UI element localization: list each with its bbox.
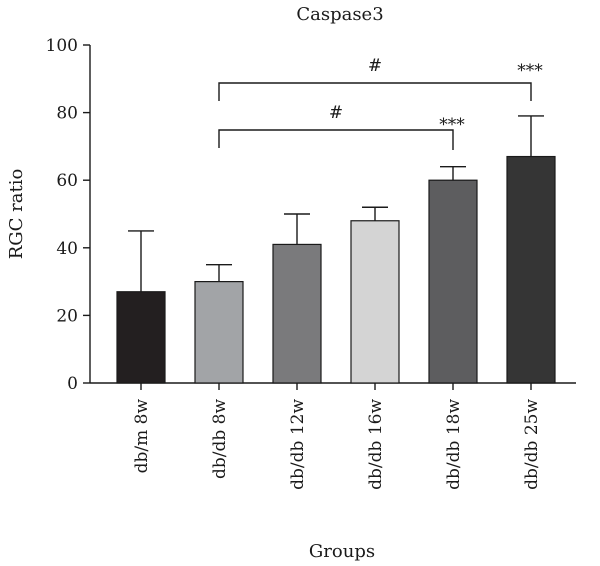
- x-tick-label: db/db 25w: [522, 399, 542, 490]
- x-axis: db/m 8w db/db 8w db/db 12w db/db 16w db/db 1…: [90, 382, 576, 490]
- error-bar: [518, 115, 544, 157]
- error-bar: [128, 230, 154, 292]
- y-tick-label: 60: [56, 171, 78, 191]
- x-axis-title: Groups: [309, 541, 375, 562]
- bar: [194, 281, 244, 384]
- comparison-label: #: [368, 56, 382, 76]
- y-tick-label: 20: [56, 306, 78, 326]
- x-tick-label: db/db 12w: [288, 399, 308, 490]
- y-axis: 0 20 40 60 80 100: [46, 36, 91, 394]
- x-tick-label: db/db 8w: [210, 399, 230, 479]
- y-tick-label: 100: [46, 36, 78, 56]
- chart-title: Caspase3: [296, 4, 383, 25]
- x-tick-label: db/db 16w: [366, 399, 386, 490]
- significance-label: ***: [517, 61, 543, 81]
- significance-label: ***: [439, 115, 465, 135]
- error-bars: [128, 115, 544, 292]
- comparison-label: #: [329, 103, 343, 123]
- comparison-bracket: #: [218, 103, 454, 150]
- error-bar: [284, 213, 310, 245]
- y-tick-label: 0: [67, 374, 78, 394]
- error-bar: [440, 165, 466, 181]
- comparison-bracket: #: [218, 56, 532, 101]
- error-bar: [362, 206, 388, 221]
- x-tick-label: db/m 8w: [132, 399, 152, 474]
- y-tick-label: 40: [56, 239, 78, 259]
- significance-marks: *** ***: [439, 61, 543, 135]
- bar: [350, 220, 400, 384]
- comparison-brackets: ##: [218, 56, 532, 150]
- x-tick-label: db/db 18w: [444, 399, 464, 490]
- bars: [116, 155, 556, 384]
- bar: [506, 155, 556, 384]
- error-bar: [206, 264, 232, 282]
- y-axis-title: RGC ratio: [6, 169, 27, 260]
- bar: [428, 179, 478, 384]
- bar: [272, 243, 322, 384]
- y-tick-label: 80: [56, 104, 78, 124]
- bar: [116, 291, 166, 384]
